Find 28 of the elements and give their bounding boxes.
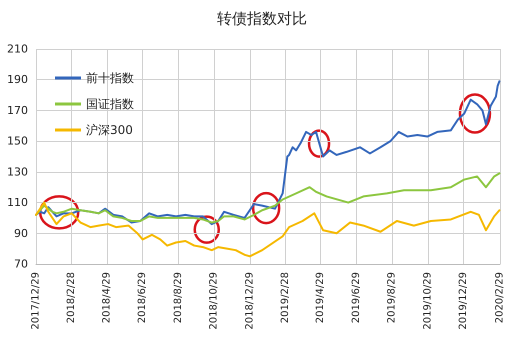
legend-label: 前十指数 (86, 71, 134, 85)
y-tick-label: 150 (7, 134, 28, 148)
chart-title: 转债指数对比 (217, 10, 307, 28)
x-tick-label: 2018/8/29 (172, 272, 184, 324)
y-tick-label: 170 (7, 104, 28, 117)
y-tick-label: 130 (7, 165, 28, 178)
x-tick-label: 2019/6/29 (350, 272, 362, 324)
legend-label: 沪深300 (86, 123, 133, 137)
x-tick-label: 2019/10/29 (422, 272, 434, 330)
x-tick-label: 2018/12/29 (244, 272, 256, 330)
x-tick-label: 2019/2/28 (280, 272, 292, 324)
line-series (35, 202, 500, 258)
x-tick-label: 2018/2/28 (66, 272, 78, 324)
line-series (35, 172, 500, 224)
x-tick-label: 2019/8/29 (386, 272, 398, 324)
x-tick-label: 2020/2/29 (494, 272, 506, 324)
x-tick-label: 2018/10/29 (208, 272, 220, 330)
x-tick-label: 2019/4/29 (315, 272, 326, 324)
x-tick-label: 2018/4/29 (101, 272, 112, 324)
y-tick-label: 70 (14, 258, 28, 270)
x-tick-label: 2019/12/29 (458, 272, 470, 330)
y-tick-label: 210 (7, 42, 28, 56)
y-tick-label: 90 (14, 226, 28, 240)
x-tick-label: 2018/6/29 (137, 272, 148, 324)
x-tick-label: 2017/12/29 (30, 272, 42, 330)
y-tick-label: 110 (7, 196, 28, 210)
y-tick-label: 190 (7, 73, 28, 86)
legend-label: 国证指数 (86, 97, 134, 111)
